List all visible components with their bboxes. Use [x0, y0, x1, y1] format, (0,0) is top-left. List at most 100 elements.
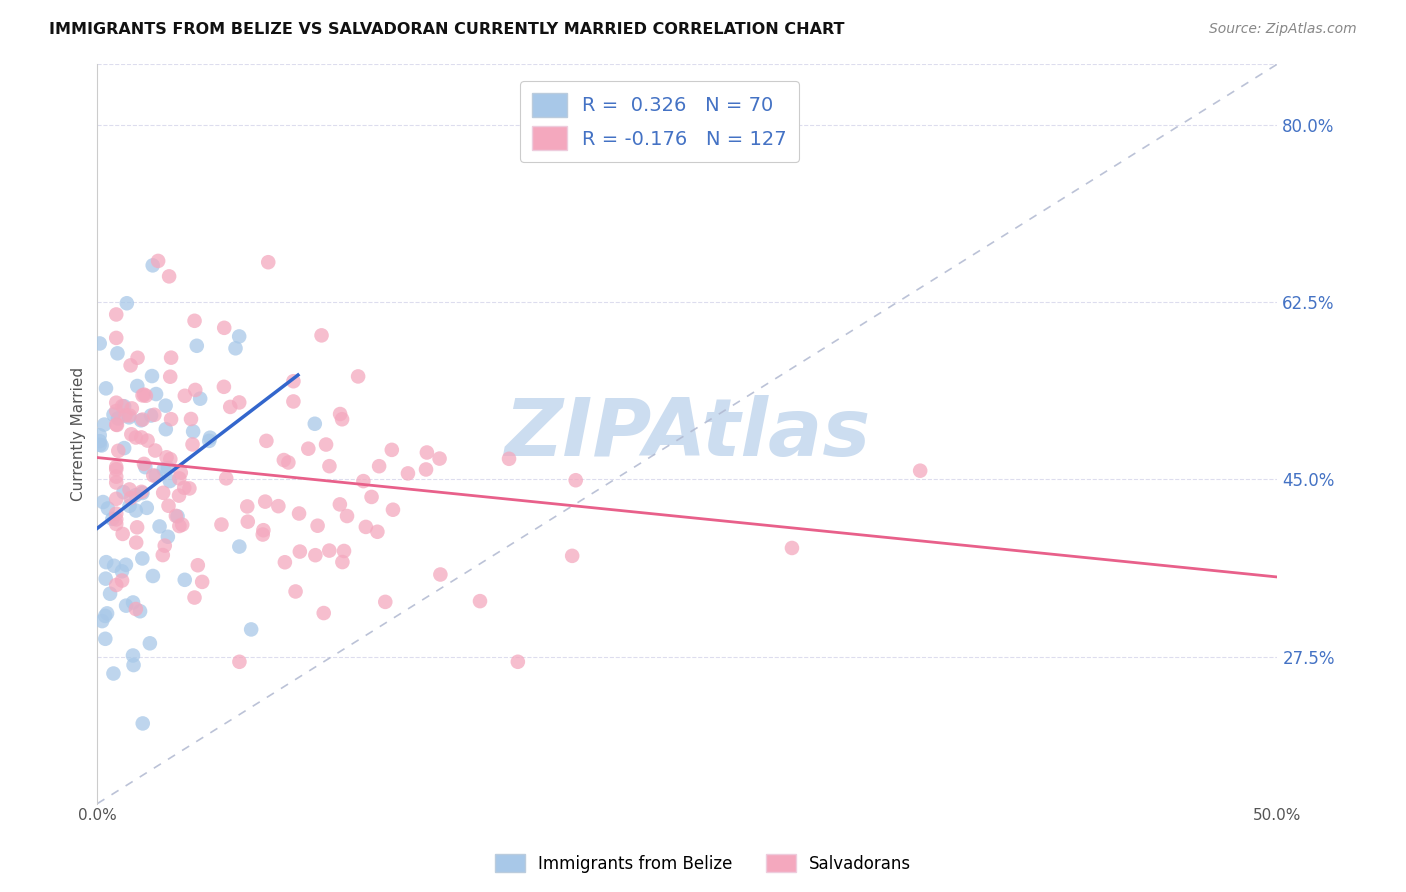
- Point: [105, 395, 128, 409]
- Point: [136, 434, 159, 448]
- Point: [211, 517, 233, 532]
- Point: [90, 438, 112, 452]
- Point: [125, 503, 148, 517]
- Point: [94, 381, 117, 395]
- Point: [103, 558, 125, 573]
- Point: [274, 555, 297, 569]
- Point: [159, 474, 181, 488]
- Point: [273, 453, 295, 467]
- Point: [283, 374, 305, 388]
- Point: [94, 609, 117, 624]
- Point: [506, 655, 529, 669]
- Point: [155, 399, 177, 413]
- Point: [131, 486, 153, 500]
- Point: [212, 380, 235, 394]
- Point: [145, 469, 167, 483]
- Point: [173, 481, 195, 495]
- Point: [228, 395, 250, 409]
- Point: [93, 417, 115, 432]
- Point: [283, 394, 305, 409]
- Point: [212, 321, 235, 335]
- Point: [145, 387, 167, 401]
- Point: [115, 599, 138, 613]
- Point: [228, 329, 250, 343]
- Point: [135, 389, 157, 403]
- Point: [91, 614, 114, 628]
- Point: [284, 584, 307, 599]
- Point: [186, 339, 208, 353]
- Point: [240, 623, 263, 637]
- Point: [89, 428, 111, 442]
- Point: [236, 500, 259, 514]
- Point: [167, 489, 190, 503]
- Point: [105, 507, 128, 521]
- Point: [179, 482, 201, 496]
- Point: [96, 555, 118, 569]
- Point: [180, 412, 202, 426]
- Point: [254, 434, 277, 448]
- Point: [181, 437, 204, 451]
- Point: [198, 434, 221, 448]
- Point: [187, 558, 209, 573]
- Point: [498, 451, 520, 466]
- Point: [416, 445, 439, 459]
- Point: [184, 383, 207, 397]
- Point: [94, 572, 117, 586]
- Point: [160, 412, 183, 426]
- Point: [135, 500, 157, 515]
- Point: [219, 400, 242, 414]
- Point: [155, 450, 177, 465]
- Point: [105, 308, 128, 322]
- Point: [107, 411, 129, 425]
- Point: [121, 401, 143, 416]
- Point: [329, 497, 352, 511]
- Point: [315, 437, 337, 451]
- Point: [169, 519, 191, 533]
- Point: [156, 461, 179, 475]
- Point: [115, 558, 138, 572]
- Point: [225, 341, 247, 355]
- Point: [183, 314, 205, 328]
- Point: [105, 459, 128, 474]
- Point: [105, 417, 128, 432]
- Point: [125, 535, 148, 549]
- Point: [165, 508, 187, 523]
- Point: [336, 509, 359, 524]
- Point: [125, 430, 148, 444]
- Point: [103, 408, 125, 422]
- Point: [366, 524, 388, 539]
- Point: [134, 460, 156, 475]
- Point: [132, 716, 155, 731]
- Text: ZIPAtlas: ZIPAtlas: [505, 395, 870, 473]
- Point: [89, 336, 111, 351]
- Point: [107, 346, 129, 360]
- Point: [122, 595, 145, 609]
- Point: [120, 491, 142, 505]
- Point: [105, 462, 128, 476]
- Point: [215, 471, 238, 485]
- Point: [127, 379, 149, 393]
- Point: [132, 457, 155, 471]
- Point: [118, 483, 141, 497]
- Point: [129, 604, 152, 618]
- Point: [141, 369, 163, 384]
- Point: [107, 443, 129, 458]
- Point: [112, 399, 135, 413]
- Point: [304, 548, 326, 562]
- Point: [183, 591, 205, 605]
- Point: [330, 412, 353, 426]
- Point: [352, 474, 374, 488]
- Point: [228, 540, 250, 554]
- Point: [120, 359, 142, 373]
- Point: [333, 544, 356, 558]
- Point: [252, 527, 274, 541]
- Point: [297, 442, 319, 456]
- Point: [307, 518, 329, 533]
- Point: [142, 468, 165, 483]
- Point: [415, 462, 437, 476]
- Point: [354, 520, 377, 534]
- Point: [332, 555, 354, 569]
- Point: [157, 269, 180, 284]
- Point: [429, 567, 451, 582]
- Point: [101, 512, 124, 526]
